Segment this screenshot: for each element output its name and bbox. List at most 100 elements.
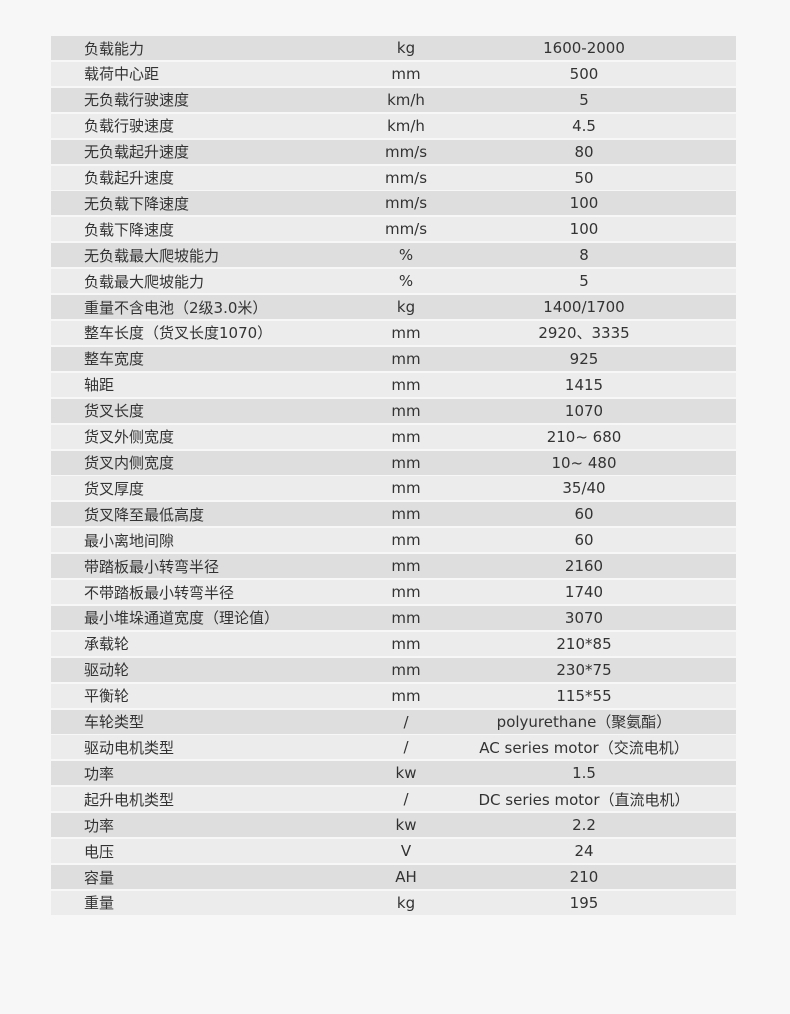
- spec-name: 载荷中心距: [84, 65, 160, 84]
- spec-unit: /: [403, 790, 409, 809]
- spec-name: 重量不含电池（2级3.0米）: [84, 298, 268, 317]
- table-row: 轴距 mm 1415: [51, 372, 736, 397]
- spec-value: 5: [579, 90, 589, 109]
- spec-value: 1600-2000: [543, 39, 625, 57]
- spec-value: 1415: [564, 375, 604, 394]
- spec-value: 210*85: [556, 634, 612, 653]
- spec-value: 2920、3335: [538, 324, 630, 343]
- spec-name: 重量: [84, 894, 115, 913]
- spec-name: 货叉内侧宽度: [84, 454, 175, 472]
- spec-name: 驱动电机类型: [84, 738, 175, 757]
- spec-name: 无负载下降速度: [84, 194, 190, 213]
- table-row: 容量 AH 210: [51, 865, 736, 889]
- spec-unit: mm: [391, 401, 421, 420]
- spec-name: 无负载最大爬坡能力: [84, 246, 220, 265]
- spec-value: 60: [574, 505, 594, 524]
- spec-unit: mm: [391, 634, 421, 653]
- spec-name: 无负载起升速度: [84, 143, 190, 162]
- spec-name: 功率: [84, 764, 115, 783]
- table-row: 整车宽度 mm 925: [51, 346, 736, 371]
- spec-name: 无负载行驶速度: [84, 91, 190, 110]
- spec-name: 容量: [84, 868, 115, 887]
- spec-name: 承载轮: [84, 635, 130, 654]
- spec-value: 50: [574, 168, 594, 187]
- spec-value: 35/40: [562, 479, 606, 498]
- table-row: 起升电机类型 / DC series motor（直流电机）: [51, 787, 736, 812]
- spec-value: 3070: [564, 608, 604, 627]
- spec-name: 不带踏板最小转弯半径: [84, 583, 235, 602]
- table-row: 重量 kg 195: [51, 890, 736, 915]
- spec-value: 80: [574, 142, 594, 161]
- spec-unit: kw: [395, 816, 417, 835]
- spec-name: 货叉降至最低高度: [84, 505, 205, 524]
- spec-unit: mm: [391, 453, 421, 472]
- spec-value: AC series motor（交流电机）: [479, 738, 689, 757]
- spec-value: 2160: [564, 557, 604, 576]
- table-row: 载荷中心距 mm 500: [51, 61, 736, 86]
- spec-unit: mm: [391, 531, 421, 550]
- spec-unit: mm: [391, 375, 421, 394]
- spec-unit: %: [398, 272, 414, 291]
- table-row: 负载最大爬坡能力% 5: [51, 269, 736, 294]
- spec-name: 功率: [84, 816, 115, 835]
- table-row: 最小堆垛通道宽度（理论值） mm 3070: [51, 605, 736, 630]
- table-row: 负载能力 kg 1600-2000: [51, 36, 736, 60]
- spec-table: 负载能力 kg 1600-2000 载荷中心距 mm 500 无负载行驶速度 km/h 5 负载行…: [51, 36, 736, 917]
- spec-value: 1400/1700: [543, 298, 625, 317]
- spec-name: 轴距: [84, 376, 115, 395]
- spec-name: 最小离地间隙: [84, 531, 175, 550]
- spec-name: 整车宽度: [84, 350, 145, 369]
- spec-value: DC series motor（直流电机）: [478, 790, 690, 809]
- spec-value: 24: [574, 842, 594, 861]
- spec-unit: mm/s: [384, 220, 428, 239]
- spec-name: 电压: [84, 842, 115, 861]
- spec-unit: kg: [396, 298, 416, 317]
- table-row: 负载行驶速度 km/h 4.5: [51, 113, 736, 138]
- spec-name: 整车长度（货叉长度1070）: [84, 324, 273, 343]
- spec-unit: mm: [391, 557, 421, 576]
- spec-value: 210: [569, 868, 599, 886]
- table-row: 无负载下降速度 mm/s 100: [51, 191, 736, 216]
- spec-unit: %: [398, 246, 414, 265]
- spec-value: 195: [569, 893, 599, 912]
- spec-unit: kw: [395, 764, 417, 783]
- table-row: 负载起升速度 mm/s 50: [51, 165, 736, 190]
- spec-name: 负载下降速度: [84, 220, 175, 239]
- table-row: 整车长度（货叉长度1070） mm 2920、3335: [51, 320, 736, 345]
- spec-unit: mm: [391, 349, 421, 368]
- spec-value: 100: [569, 220, 599, 239]
- spec-name: 驱动轮: [84, 661, 130, 680]
- table-row: 无负载行驶速度 km/h 5: [51, 87, 736, 112]
- spec-value: 10~ 480: [551, 453, 617, 472]
- table-row: 货叉外侧宽度 mm 210~ 680: [51, 424, 736, 449]
- spec-value: 1070: [564, 401, 604, 420]
- spec-value: 230*75: [556, 660, 612, 679]
- spec-name: 货叉外侧宽度: [84, 428, 175, 447]
- spec-name: 负载起升速度: [84, 169, 175, 188]
- spec-unit: km/h: [387, 116, 425, 135]
- spec-unit: mm: [391, 660, 421, 679]
- spec-unit: km/h: [387, 90, 425, 109]
- spec-unit: mm: [391, 427, 421, 446]
- spec-name: 车轮类型: [84, 713, 145, 732]
- spec-unit: mm: [391, 608, 421, 627]
- spec-unit: mm: [391, 479, 421, 498]
- spec-unit: mm/s: [384, 142, 428, 161]
- spec-value: 8: [579, 246, 589, 265]
- table-row: 最小离地间隙 mm 60: [51, 528, 736, 553]
- spec-unit: mm: [391, 323, 421, 342]
- table-row: 负载下降速度 mm/s 100: [51, 217, 736, 242]
- table-row: 平衡轮 mm 115*55: [51, 683, 736, 708]
- spec-unit: V: [400, 842, 412, 861]
- spec-value: polyurethane（聚氨酯）: [496, 713, 672, 732]
- table-row: 驱动电机类型 / AC series motor（交流电机）: [51, 735, 736, 760]
- spec-value: 1740: [564, 583, 604, 602]
- spec-name: 负载行驶速度: [84, 117, 175, 136]
- spec-value: 60: [574, 531, 594, 550]
- table-row: 功率 kw 1.5: [51, 761, 736, 786]
- spec-value: 925: [569, 349, 599, 368]
- spec-unit: kg: [396, 39, 416, 57]
- spec-name: 带踏板最小转弯半径: [84, 557, 220, 576]
- table-row: 不带踏板最小转弯半径 mm 1740: [51, 580, 736, 605]
- spec-unit: kg: [396, 893, 416, 912]
